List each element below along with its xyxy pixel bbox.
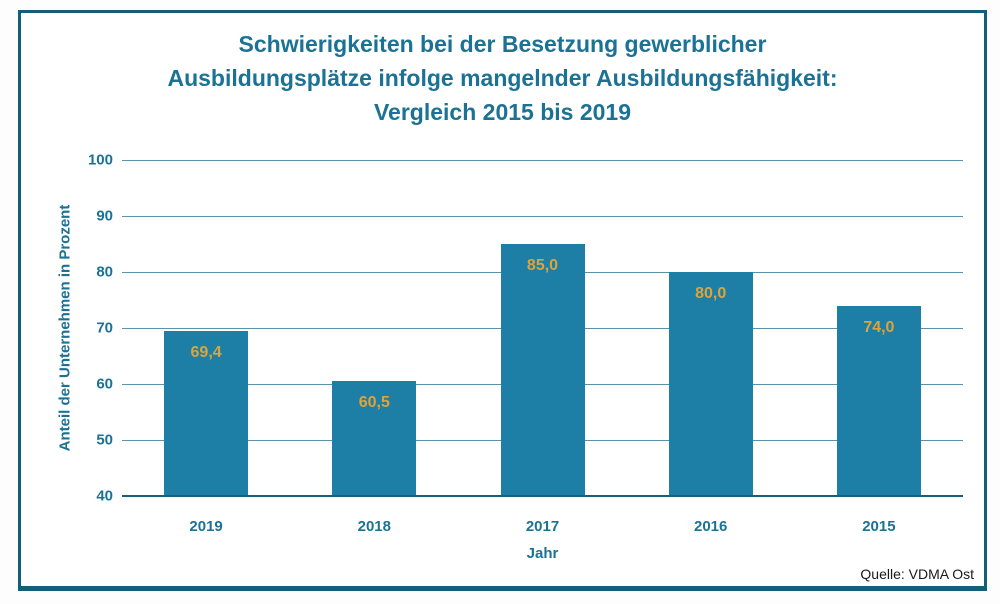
plot-area: 69,4 60,5 85,0 80,0 74,0 (122, 160, 963, 497)
x-tick-label: 2017 (525, 518, 560, 535)
y-tick-label: 40 (96, 487, 113, 505)
gridline (122, 216, 963, 217)
bar-value-label: 85,0 (526, 257, 559, 274)
bar-2016: 80,0 (668, 272, 753, 496)
chart-title-line-3: Vergleich 2015 bis 2019 (373, 99, 631, 125)
x-axis-baseline (122, 495, 963, 497)
chart-frame: Schwierigkeiten bei der Besetzung gewerb… (18, 10, 987, 591)
bar-value-label: 80,0 (695, 285, 727, 302)
x-tick-label: 2019 (189, 518, 223, 535)
gridline (122, 160, 963, 161)
bar-value-label: 74,0 (863, 318, 895, 336)
y-tick-label: 70 (96, 319, 113, 337)
x-tick-label: 2018 (357, 518, 391, 535)
y-tick-label: 90 (96, 207, 113, 225)
bar-2018: 60,5 (332, 381, 417, 496)
chart-title: Schwierigkeiten bei der Besetzung gewerb… (21, 27, 984, 129)
y-tick-label: 60 (96, 375, 113, 393)
chart-title-line-2: Ausbildungsplätze infolge mangelnder Aus… (167, 65, 838, 91)
bar-2017: 85,0 (500, 244, 585, 496)
source-label: Quelle: VDMA Ost (860, 566, 974, 582)
x-tick-label: 2015 (862, 518, 896, 535)
bar-2019: 69,4 (164, 331, 249, 496)
y-tick-label: 50 (96, 431, 113, 449)
bar-2015: 74,0 (836, 305, 921, 496)
bar-value-label: 69,4 (190, 344, 222, 362)
y-tick-label: 100 (87, 151, 113, 169)
y-tick-label: 80 (96, 263, 113, 281)
x-axis-title: Jahr (526, 545, 559, 562)
x-tick-label: 2016 (694, 518, 728, 535)
chart-title-line-1: Schwierigkeiten bei der Besetzung gewerb… (238, 31, 767, 57)
y-axis-ticks: 100 90 80 70 60 50 40 (61, 152, 113, 505)
x-axis-ticks: 2019 2018 2017 2016 2015 (122, 510, 963, 535)
bar-value-label: 60,5 (358, 394, 390, 412)
